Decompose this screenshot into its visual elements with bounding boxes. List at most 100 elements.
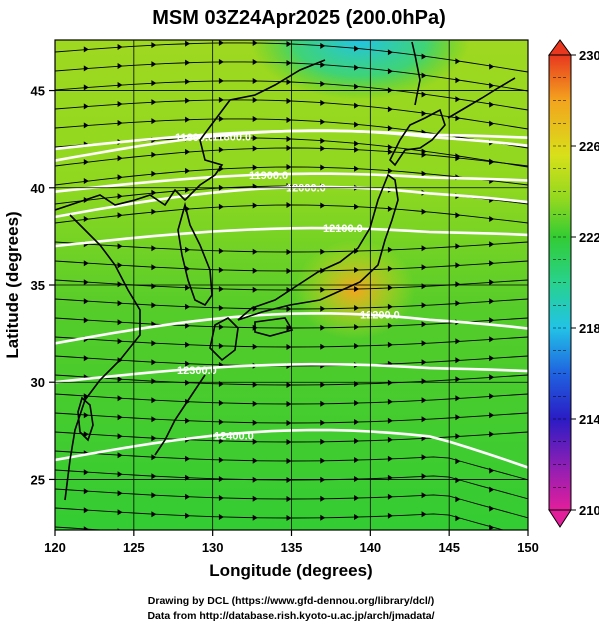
wind-arrow (218, 476, 224, 482)
wind-arrow (354, 140, 360, 147)
wind-arrow (252, 438, 258, 445)
y-tick-label: 25 (31, 472, 45, 487)
wind-arrow (455, 357, 461, 364)
colorbar-top-arrow (548, 39, 572, 56)
wind-arrow (252, 457, 258, 464)
wind-arrow (252, 267, 258, 274)
wind-arrow (218, 58, 224, 65)
wind-arrow (387, 303, 393, 310)
wind-arrow (185, 417, 191, 424)
wind-arrow (286, 496, 292, 502)
wind-arrow (252, 495, 258, 502)
wind-arrow (320, 324, 326, 331)
wind-arrow (455, 155, 461, 162)
y-tick-label: 35 (31, 278, 45, 293)
wind-arrow (185, 455, 191, 462)
x-tick-label: 125 (123, 540, 145, 555)
wind-arrow (286, 41, 292, 47)
wind-arrow (151, 245, 157, 252)
coastline-sakhalin (411, 41, 421, 106)
wind-arrow (151, 118, 157, 125)
wind-arrow (218, 146, 224, 153)
wind-arrow (117, 44, 123, 50)
wind-arrow (252, 145, 258, 152)
wind-arrow (387, 341, 393, 348)
wind-arrow (320, 438, 326, 445)
wind-arrow (387, 436, 393, 443)
wind-arrow (286, 306, 292, 312)
wind-arrow (117, 509, 123, 516)
wind-arrow (286, 98, 292, 104)
wind-arrow (151, 208, 157, 215)
wind-arrow (354, 83, 360, 90)
wind-arrow (455, 414, 461, 421)
wind-arrow (151, 264, 157, 271)
wind-arrow (117, 300, 123, 307)
x-tick-label: 120 (44, 540, 66, 555)
wind-arrow (185, 78, 191, 85)
wind-arrow (421, 53, 427, 60)
wind-arrow (151, 99, 157, 106)
wind-arrow (218, 115, 224, 122)
wind-arrow (387, 379, 393, 386)
wind-arrow (252, 514, 258, 521)
wind-arrow (252, 400, 258, 407)
wind-arrow (117, 155, 123, 162)
wind-arrow (151, 435, 157, 442)
wind-arrow (83, 122, 89, 129)
wind-arrow (286, 420, 292, 426)
wind-arrow (387, 398, 393, 405)
colorbar-tick-label: 210 (579, 503, 599, 518)
wind-arrow (354, 165, 360, 172)
wind-arrow (320, 400, 326, 407)
wind-arrow (117, 338, 123, 345)
wind-arrow (421, 511, 427, 518)
wind-arrow (354, 400, 360, 406)
coastline-kurils (447, 77, 516, 119)
wind-arrow (489, 412, 495, 419)
wind-arrow (151, 530, 156, 536)
x-tick-label: 145 (438, 540, 460, 555)
wind-arrow (286, 458, 292, 464)
wind-arrow (252, 248, 258, 255)
wind-arrow (151, 80, 157, 87)
wind-arrow (117, 120, 123, 126)
wind-arrow (286, 164, 292, 170)
wind-arrow (320, 267, 326, 274)
wind-arrow (117, 174, 123, 181)
wind-arrow (151, 359, 157, 366)
wind-arrow (388, 532, 393, 538)
wind-arrow (252, 116, 258, 122)
wind-arrow (83, 260, 89, 267)
wind-arrow (218, 267, 224, 273)
wind-arrow (252, 286, 258, 293)
wind-arrow (354, 438, 360, 444)
height-contour-label: 12400.0 (214, 431, 254, 443)
wind-arrow (387, 265, 393, 272)
wind-arrow (286, 515, 292, 521)
wind-arrow (185, 167, 191, 174)
wind-arrow (286, 401, 292, 407)
wind-arrow (83, 393, 89, 400)
graticule (55, 40, 528, 530)
wind-arrow (83, 355, 89, 362)
wind-arrow (218, 514, 224, 520)
wind-arrow (455, 262, 461, 269)
wind-arrow (117, 193, 123, 200)
coastline-korea (177, 201, 213, 307)
wind-arrow (117, 414, 123, 421)
wind-arrow (117, 490, 123, 497)
wind-arrow (151, 492, 157, 499)
wind-arrow (421, 454, 427, 461)
wind-arrow (151, 302, 157, 309)
wind-arrow (387, 246, 393, 253)
wind-arrow (320, 164, 326, 171)
wind-arrow (83, 65, 89, 72)
wind-arrow (286, 117, 292, 123)
wind-arrow (218, 40, 224, 46)
x-axis-label: Longitude (degrees) (209, 561, 372, 580)
colorbar-bottom-arrow (548, 509, 572, 528)
wind-arrow (455, 96, 461, 103)
x-axis-ticks: 120 125 130 135 140 145 150 (44, 530, 539, 555)
